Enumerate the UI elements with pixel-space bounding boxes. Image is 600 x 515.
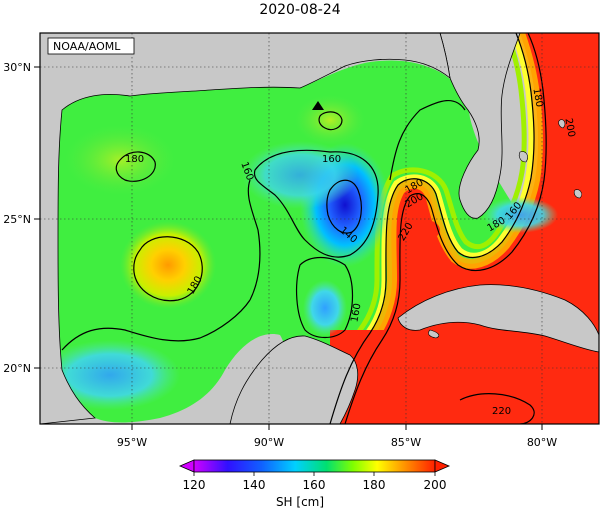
cuba-landmass [397,284,599,353]
lon-tick-label: 80°W [527,436,557,449]
colorbar-tick-label: 140 [243,478,266,492]
lat-tick-label: 30°N [3,61,31,74]
cyan-region-north [242,141,358,209]
lon-tick-label: 90°W [254,436,284,449]
contour-label: 200 [562,117,576,138]
colorbar-label: SH [cm] [275,495,325,509]
contour-200-loop [344,33,547,424]
lon-tick-label: 85°W [391,436,421,449]
contour-label: 160 [322,154,341,165]
contour-140-cold-eddy [326,179,362,234]
colorbar-tick-label: 160 [303,478,326,492]
contour-160-north [318,111,343,131]
credit-box [47,37,135,55]
contour-160-ne [389,100,466,181]
cyan-region-sw [40,340,180,410]
contour-label: 160 [349,302,363,323]
colorbar-tick-label: 200 [424,478,447,492]
lat-tick-label: 20°N [3,362,31,375]
contour-label: 180 [530,87,544,108]
cyan-region-south [303,280,347,336]
yg-region-north [295,95,365,145]
colorbar-left-arrow [178,459,195,473]
contour-180-loop [329,33,535,424]
mexico-landmass [40,33,451,424]
contour-220-south [459,393,535,424]
cyan-region-coast [482,197,558,233]
contour-label: 180 [125,154,144,165]
florida-landmass [439,33,521,219]
colorbar-bar [193,459,436,473]
lon-tick-label: 95°W [117,436,147,449]
contour-160-west [61,299,251,351]
map-frame [39,32,600,425]
contour-160-cold-eddy [253,149,379,258]
contour-180-nw [115,151,156,182]
colorbar: 120 140 160 180 200 [178,459,451,492]
credit-label: NOAA/AOML [53,40,121,53]
colorbar-tick-label: 180 [363,478,386,492]
contour-180-warm-eddy [133,236,203,302]
contour-160-south [296,256,354,339]
lat-tick-label: 25°N [3,213,31,226]
warm-eddy-west [120,221,216,309]
contour-160-west-coast [247,179,261,301]
colorbar-right-arrow [434,459,451,473]
station-triangle-icon [312,101,324,110]
contour-label: 220 [492,406,511,417]
colorbar-tick-label: 120 [183,478,206,492]
map-title: 2020-08-24 [259,2,341,18]
yucatan-landmass [229,335,359,424]
